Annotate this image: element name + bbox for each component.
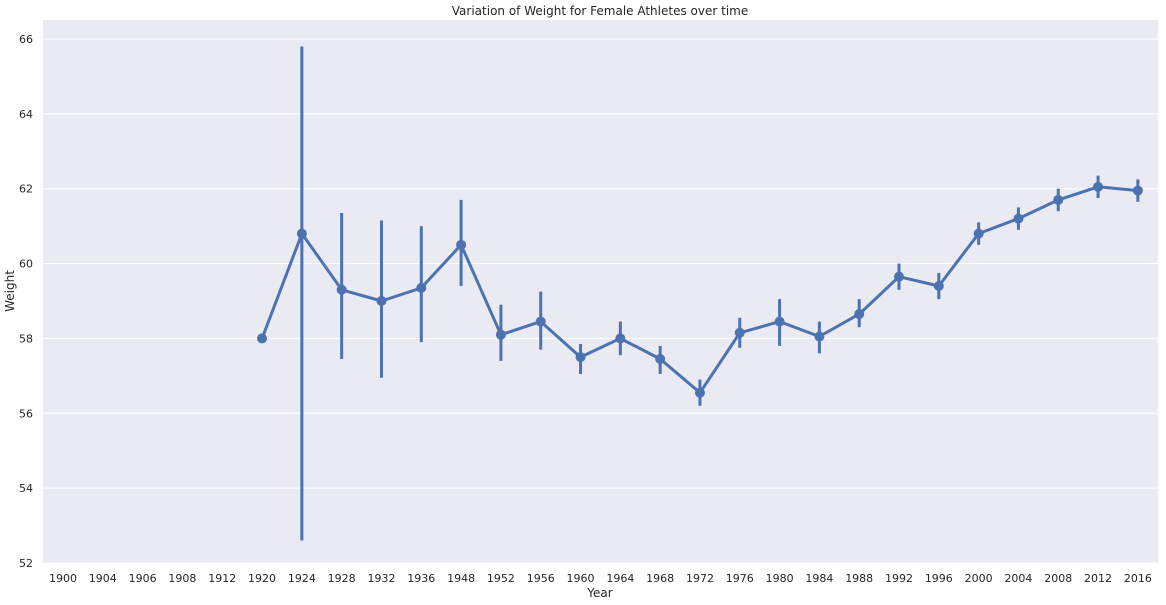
data-point — [774, 316, 785, 327]
data-point — [694, 387, 705, 398]
x-tick-label: 1900 — [49, 572, 77, 585]
data-point — [257, 333, 268, 344]
data-point — [456, 239, 467, 250]
x-tick-label: 1908 — [168, 572, 196, 585]
data-point — [933, 281, 944, 292]
x-tick-label: 1976 — [726, 572, 754, 585]
data-point — [973, 228, 984, 239]
x-tick-label: 1920 — [248, 572, 276, 585]
x-tick-label: 1960 — [567, 572, 595, 585]
data-point — [296, 228, 307, 239]
data-series — [257, 46, 1143, 541]
x-tick-label: 2016 — [1124, 572, 1152, 585]
data-point — [615, 333, 626, 344]
data-point — [1013, 213, 1024, 224]
data-point — [1093, 181, 1104, 192]
x-axis-label: Year — [586, 586, 612, 600]
data-point — [1132, 185, 1143, 196]
x-tick-label: 1952 — [487, 572, 515, 585]
data-point — [854, 309, 865, 320]
y-tick-label: 56 — [19, 407, 33, 420]
plot-background — [43, 20, 1158, 563]
x-tick-label: 1904 — [89, 572, 117, 585]
data-point — [495, 329, 506, 340]
y-tick-label: 58 — [19, 332, 33, 345]
data-point — [734, 327, 745, 338]
x-tick-label: 1936 — [407, 572, 435, 585]
x-tick-label: 2008 — [1044, 572, 1072, 585]
data-point — [336, 284, 347, 295]
x-tick-label: 2000 — [965, 572, 993, 585]
x-tick-label: 2012 — [1084, 572, 1112, 585]
y-axis-ticks: 52 54 56 58 60 62 64 66 — [19, 33, 33, 570]
x-tick-label: 1996 — [925, 572, 953, 585]
data-point — [416, 282, 427, 293]
x-tick-label: 1984 — [805, 572, 833, 585]
chart-title: Variation of Weight for Female Athletes … — [452, 4, 748, 18]
y-tick-label: 64 — [19, 108, 33, 121]
data-point — [814, 331, 825, 342]
y-axis-label: Weight — [3, 270, 17, 312]
x-tick-label: 1980 — [766, 572, 794, 585]
x-tick-label: 1972 — [686, 572, 714, 585]
data-point — [376, 295, 387, 306]
y-tick-label: 60 — [19, 258, 33, 271]
x-tick-label: 1906 — [129, 572, 157, 585]
y-tick-label: 54 — [19, 482, 33, 495]
x-tick-label: 1912 — [208, 572, 236, 585]
y-gridlines — [43, 38, 1158, 564]
y-tick-label: 62 — [19, 183, 33, 196]
x-tick-label: 1992 — [885, 572, 913, 585]
x-tick-label: 2004 — [1004, 572, 1032, 585]
x-tick-label: 1988 — [845, 572, 873, 585]
data-point — [575, 352, 586, 363]
data-point — [1053, 194, 1064, 205]
x-tick-label: 1968 — [646, 572, 674, 585]
x-tick-label: 1928 — [328, 572, 356, 585]
x-axis-ticks: 1900 1904 1906 1908 1912 1920 1924 1928 1932 1936… — [49, 572, 1152, 585]
x-tick-label: 1948 — [447, 572, 475, 585]
x-tick-label: 1956 — [527, 572, 555, 585]
y-tick-label: 52 — [19, 557, 33, 570]
x-tick-label: 1964 — [606, 572, 634, 585]
x-tick-label: 1932 — [367, 572, 395, 585]
y-tick-label: 66 — [19, 33, 33, 46]
x-tick-label: 1924 — [288, 572, 316, 585]
data-point — [535, 316, 546, 327]
data-point — [894, 271, 905, 282]
data-point — [655, 354, 666, 365]
